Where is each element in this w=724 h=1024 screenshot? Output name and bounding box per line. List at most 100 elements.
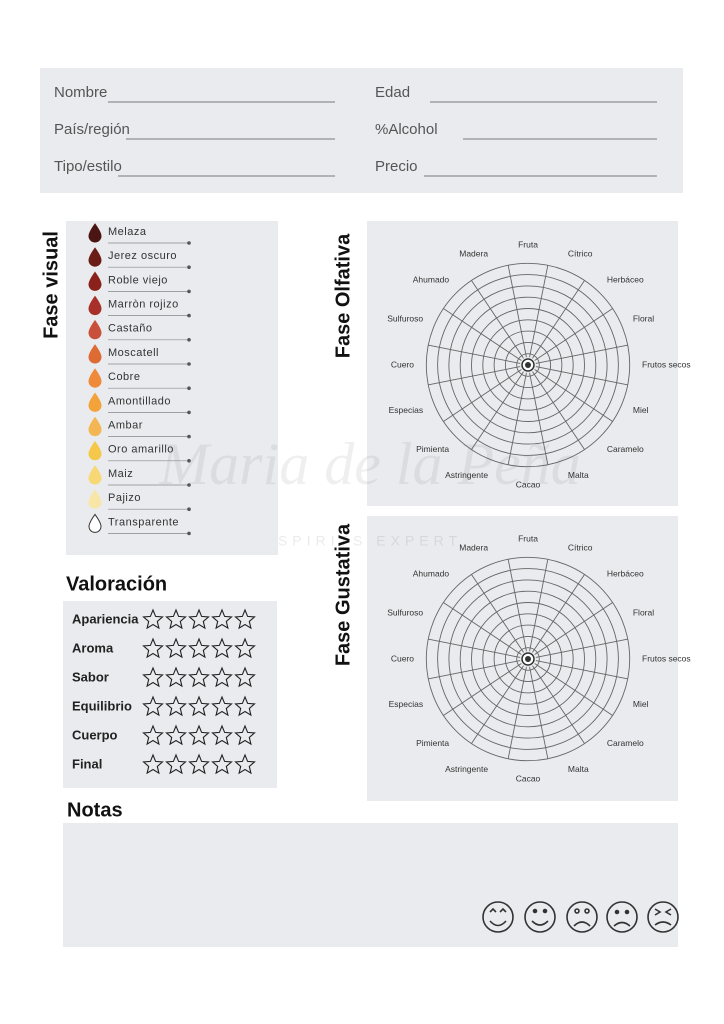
rating-star[interactable] bbox=[234, 695, 256, 717]
wheel-ring bbox=[448, 579, 608, 739]
colour-drop bbox=[88, 416, 102, 437]
rating-label: Final bbox=[72, 756, 102, 771]
wheel-label: Sulfuroso bbox=[387, 313, 423, 323]
colour-dot bbox=[187, 313, 191, 318]
wheel-label: Floral bbox=[633, 607, 654, 617]
colour-drop bbox=[88, 344, 102, 364]
rating-star[interactable] bbox=[188, 753, 210, 775]
colour-drop bbox=[88, 489, 102, 509]
wheel-spoke bbox=[442, 663, 522, 717]
rating-star[interactable] bbox=[211, 637, 233, 659]
colour-dot bbox=[187, 265, 191, 270]
wheel-spoke bbox=[427, 638, 521, 658]
rating-star[interactable] bbox=[142, 637, 164, 659]
rating-star[interactable] bbox=[211, 724, 233, 746]
rating-star[interactable] bbox=[211, 608, 233, 630]
colour-dot bbox=[187, 410, 191, 415]
wheel-ring bbox=[437, 274, 619, 456]
wheel-spoke bbox=[507, 264, 527, 358]
wheel-ring bbox=[482, 319, 574, 411]
rating-star[interactable] bbox=[234, 608, 256, 630]
wheel-ring bbox=[459, 296, 597, 434]
wheel-label: Floral bbox=[633, 313, 654, 323]
colour-drop bbox=[88, 465, 102, 485]
wheel-label: Cacao bbox=[516, 773, 541, 783]
rating-star[interactable] bbox=[165, 724, 187, 746]
rating-star[interactable] bbox=[142, 666, 164, 688]
field-label: Tipo/estilo bbox=[54, 158, 122, 175]
wheel-spoke bbox=[507, 666, 527, 760]
colour-label: Maiz bbox=[108, 468, 133, 480]
rating-star[interactable] bbox=[188, 608, 210, 630]
colour-drop bbox=[88, 368, 102, 388]
wheel-spoke bbox=[535, 638, 629, 658]
rating-star[interactable] bbox=[211, 753, 233, 775]
rating-star[interactable] bbox=[142, 724, 164, 746]
rating-star[interactable] bbox=[142, 608, 164, 630]
rating-star[interactable] bbox=[188, 724, 210, 746]
colour-dot bbox=[187, 531, 191, 536]
colour-drop bbox=[88, 295, 102, 316]
wheel-label: Fruta bbox=[518, 239, 538, 249]
colour-label: Marròn rojizo bbox=[108, 299, 179, 311]
wheel-label: Caramelo bbox=[607, 444, 644, 454]
wheel-label: Cuero bbox=[391, 359, 414, 369]
wheel-label: Ahumado bbox=[413, 274, 450, 284]
rating-star[interactable] bbox=[211, 666, 233, 688]
rating-star[interactable] bbox=[234, 637, 256, 659]
wheel-label: Herbáceo bbox=[607, 274, 644, 284]
wheel-hub-dot bbox=[525, 656, 531, 662]
colour-label: Ambar bbox=[108, 420, 143, 432]
wheel-label: Especias bbox=[389, 699, 424, 709]
aroma-wheel: Fruta Cítrico Herbáceo Floral Frutos secos Mi… bbox=[387, 533, 690, 783]
wheel-label: Cacao bbox=[516, 479, 541, 489]
wheel-spoke bbox=[534, 663, 614, 717]
section-title: Fase Gustativa bbox=[332, 523, 354, 666]
wheel-label: Frutos secos bbox=[642, 653, 691, 663]
wheel-spoke bbox=[529, 264, 549, 358]
wheel-ring bbox=[437, 568, 619, 750]
wheel-ring bbox=[493, 330, 563, 400]
rating-star[interactable] bbox=[165, 753, 187, 775]
rating-star[interactable] bbox=[188, 666, 210, 688]
rating-star[interactable] bbox=[188, 637, 210, 659]
rating-star[interactable] bbox=[188, 695, 210, 717]
rating-star[interactable] bbox=[165, 637, 187, 659]
rating-star[interactable] bbox=[165, 695, 187, 717]
wheel-spoke bbox=[442, 601, 522, 655]
rating-star[interactable] bbox=[142, 695, 164, 717]
section-title: Fase visual bbox=[40, 231, 62, 339]
wheel-label: Cuero bbox=[391, 653, 414, 663]
notes-panel bbox=[63, 823, 678, 947]
wheel-label: Pimienta bbox=[416, 444, 449, 454]
rating-star[interactable] bbox=[165, 608, 187, 630]
wheel-ring bbox=[504, 341, 552, 389]
wheel-label: Sulfuroso bbox=[387, 607, 423, 617]
wheel-spoke bbox=[507, 558, 527, 652]
rating-star[interactable] bbox=[234, 753, 256, 775]
colour-label: Roble viejo bbox=[108, 274, 168, 286]
wheel-label: Astringente bbox=[445, 764, 488, 774]
rating-star[interactable] bbox=[234, 666, 256, 688]
wheel-spoke bbox=[529, 558, 549, 652]
wheel-label: Pimienta bbox=[416, 738, 449, 748]
rating-star[interactable] bbox=[234, 724, 256, 746]
rating-star[interactable] bbox=[165, 666, 187, 688]
wheel-spoke bbox=[532, 665, 586, 745]
rating-label: Sabor bbox=[72, 669, 109, 684]
colour-label: Melaza bbox=[108, 226, 147, 238]
rating-star[interactable] bbox=[142, 753, 164, 775]
colour-dot bbox=[187, 459, 191, 463]
colour-drop bbox=[88, 247, 102, 267]
field-label: Nombre bbox=[54, 84, 107, 101]
colour-dot bbox=[187, 386, 191, 391]
wheel-spoke bbox=[470, 279, 524, 359]
wheel-ring bbox=[459, 590, 597, 728]
colour-label: Transparente bbox=[108, 516, 179, 528]
rating-label: Cuerpo bbox=[72, 727, 118, 742]
wheel-spoke bbox=[532, 573, 586, 653]
rating-star[interactable] bbox=[211, 695, 233, 717]
colour-label: Amontillado bbox=[108, 395, 171, 407]
colour-drop bbox=[88, 513, 102, 533]
wheel-label: Cítrico bbox=[568, 542, 593, 552]
